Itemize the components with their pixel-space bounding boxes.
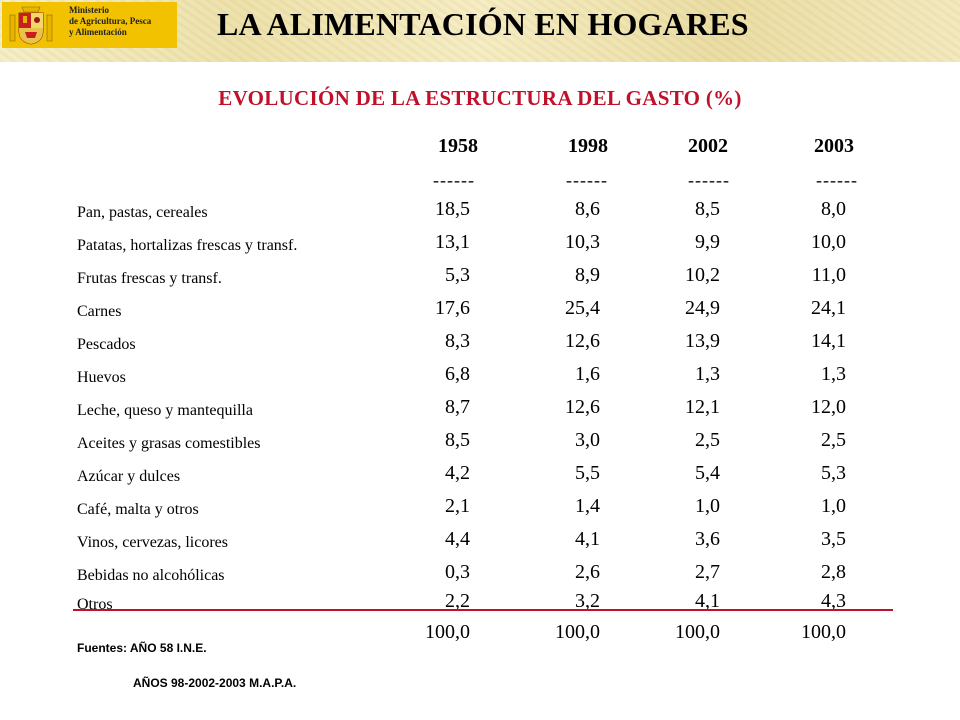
table-cell: 3,6 [695,528,720,550]
table-cell: 2,2 [445,590,470,612]
row-label: Pan, pastas, cereales [77,204,208,221]
total-cell: 100,0 [675,621,720,643]
total-cell: 100,0 [555,621,600,643]
table-cell: 2,8 [821,561,846,583]
table-cell: 1,0 [695,495,720,517]
table-cell: 4,1 [695,590,720,612]
ministry-logo: Ministerio de Agricultura, Pesca y Alime… [2,2,177,48]
table-cell: 13,9 [685,330,720,352]
table-cell: 2,5 [821,429,846,451]
table-cell: 2,7 [695,561,720,583]
year-separator: ------ [433,170,475,190]
table-cell: 1,3 [695,363,720,385]
table-cell: 10,0 [811,231,846,253]
table-cell: 4,3 [821,590,846,612]
table-cell: 3,0 [575,429,600,451]
table-cell: 5,5 [575,462,600,484]
row-label: Patatas, hortalizas frescas y transf. [77,237,298,254]
table-cell: 3,5 [821,528,846,550]
table-cell: 3,2 [575,590,600,612]
row-label: Aceites y grasas comestibles [77,435,261,452]
ministry-name: Ministerio de Agricultura, Pesca y Alime… [69,5,152,37]
source-note-1: Fuentes: AÑO 58 I.N.E. [77,641,207,655]
table-cell: 1,0 [821,495,846,517]
row-label: Café, malta y otros [77,501,199,518]
table-cell: 25,4 [565,297,600,319]
row-label: Pescados [77,336,136,353]
source-note-2: AÑOS 98-2002-2003 M.A.P.A. [133,676,297,690]
year-separator: ------ [566,170,608,190]
total-cell: 100,0 [425,621,470,643]
table-cell: 18,5 [435,198,470,220]
table-cell: 14,1 [811,330,846,352]
table-cell: 8,9 [575,264,600,286]
table-cell: 5,3 [445,264,470,286]
table-cell: 24,1 [811,297,846,319]
row-label: Otros [77,596,113,613]
table-cell: 4,4 [445,528,470,550]
year-separator: ------ [688,170,730,190]
table-cell: 12,0 [811,396,846,418]
table-cell: 2,6 [575,561,600,583]
year-separator: ------ [816,170,858,190]
table-cell: 1,4 [575,495,600,517]
table-cell: 6,8 [445,363,470,385]
table-cell: 8,0 [821,198,846,220]
page-title: LA ALIMENTACIÓN EN HOGARES [217,6,749,42]
table-cell: 8,3 [445,330,470,352]
row-label: Leche, queso y mantequilla [77,402,253,419]
coat-of-arms-icon [9,6,53,45]
row-label: Frutas frescas y transf. [77,270,222,287]
table-cell: 4,1 [575,528,600,550]
table-cell: 1,3 [821,363,846,385]
table-cell: 10,3 [565,231,600,253]
table-subtitle: EVOLUCIÓN DE LA ESTRUCTURA DEL GASTO (%) [218,86,742,110]
year-header-2002: 2002 [688,135,728,157]
row-label: Bebidas no alcohólicas [77,567,225,584]
table-cell: 12,6 [565,396,600,418]
table-cell: 11,0 [811,264,846,286]
row-label: Vinos, cervezas, licores [77,534,228,551]
table-cell: 5,3 [821,462,846,484]
total-cell: 100,0 [801,621,846,643]
year-header-1958: 1958 [438,135,478,157]
table-cell: 1,6 [575,363,600,385]
table-cell: 9,9 [695,231,720,253]
table-cell: 10,2 [685,264,720,286]
year-header-2003: 2003 [814,135,854,157]
table-cell: 2,1 [445,495,470,517]
year-header-1998: 1998 [568,135,608,157]
table-cell: 8,7 [445,396,470,418]
table-cell: 4,2 [445,462,470,484]
row-label: Azúcar y dulces [77,468,181,485]
total-divider-line [73,609,893,611]
table-cell: 8,5 [695,198,720,220]
row-label: Huevos [77,369,126,386]
table-cell: 5,4 [695,462,720,484]
table-cell: 0,3 [445,561,470,583]
table-cell: 12,6 [565,330,600,352]
table-cell: 2,5 [695,429,720,451]
row-label: Carnes [77,303,122,320]
table-cell: 17,6 [435,297,470,319]
table-cell: 12,1 [685,396,720,418]
table-cell: 13,1 [435,231,470,253]
table-cell: 8,5 [445,429,470,451]
table-cell: 8,6 [575,198,600,220]
table-cell: 24,9 [685,297,720,319]
